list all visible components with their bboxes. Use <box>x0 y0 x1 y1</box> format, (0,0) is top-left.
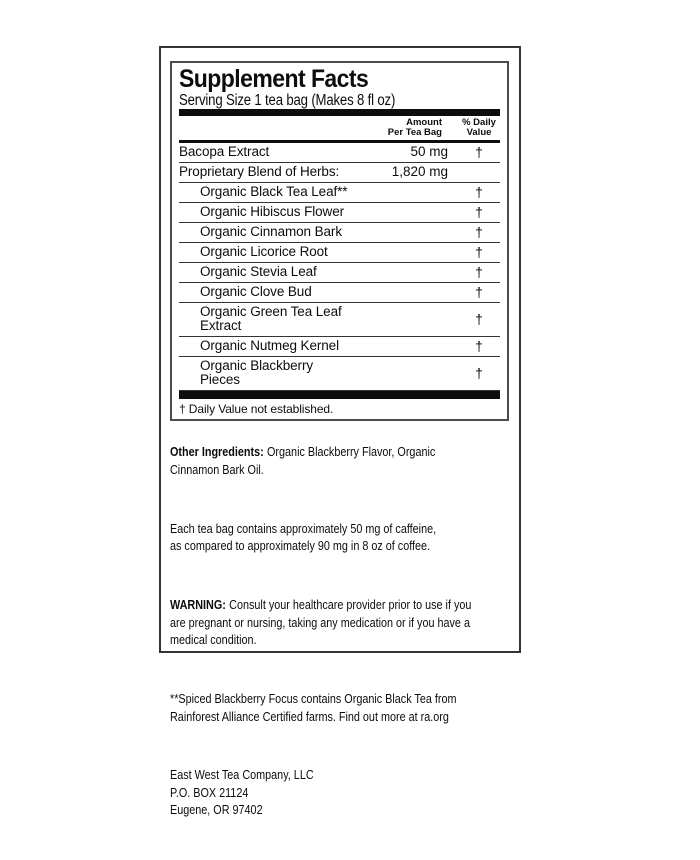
other-ingredients: Other Ingredients: Organic Blackberry Fla… <box>170 443 453 478</box>
serving-size: Serving Size 1 tea bag (Makes 8 fl oz) <box>179 92 396 109</box>
table-row: Bacopa Extract 50 mg † <box>179 143 500 163</box>
ingredient-name: Organic Blackberry Pieces <box>200 358 313 387</box>
warning-text: Consult your healthcare provider prior t… <box>170 596 472 648</box>
table-row: Organic Clove Bud † <box>179 283 500 303</box>
ingredient-name: Organic Stevia Leaf <box>200 264 317 279</box>
ingredient-daily-value: † <box>475 365 483 381</box>
source-note: **Spiced Blackberry Focus contains Organ… <box>170 690 457 724</box>
caffeine-note: Each tea bag contains approximately 50 m… <box>170 520 437 554</box>
ingredient-name: Organic Clove Bud <box>200 284 312 299</box>
table-row: Organic Blackberry Pieces † <box>179 357 500 391</box>
ingredient-name: Organic Green Tea Leaf Extract <box>200 304 342 333</box>
table-row: Organic Stevia Leaf † <box>179 263 500 283</box>
other-ingredients-text: Organic Blackberry Flavor, Organic Cinna… <box>170 444 436 477</box>
supplement-facts-panel: Supplement Facts Serving Size 1 tea bag … <box>170 61 509 421</box>
ingredient-daily-value: † <box>475 224 483 240</box>
warning-label: WARNING: <box>170 596 226 612</box>
table-row: Organic Cinnamon Bark † <box>179 223 500 243</box>
divider-bar-bottom <box>179 391 500 399</box>
warning: WARNING: Consult your healthcare provider… <box>170 596 471 649</box>
table-row: Organic Licorice Root † <box>179 243 500 263</box>
col-header-daily-value: % Daily Value <box>462 117 496 138</box>
panel-title: Supplement Facts <box>179 65 369 93</box>
company-address: East West Tea Company, LLC P.O. BOX 2112… <box>170 767 314 818</box>
ingredient-name: Proprietary Blend of Herbs: <box>179 164 340 179</box>
table-row: Organic Nutmeg Kernel † <box>179 337 500 357</box>
divider-bar-top <box>179 109 500 116</box>
other-ingredients-label: Other Ingredients: <box>170 444 264 460</box>
ingredient-name: Organic Licorice Root <box>200 244 328 259</box>
ingredient-amount: 1,820 mg <box>391 164 448 179</box>
table-row: Organic Green Tea Leaf Extract † <box>179 303 500 337</box>
daily-value-footnote: † Daily Value not established. <box>179 402 334 416</box>
table-row: Organic Hibiscus Flower † <box>179 203 500 223</box>
ingredient-name: Bacopa Extract <box>179 144 270 159</box>
ingredient-name: Organic Cinnamon Bark <box>200 224 342 239</box>
label-card: Supplement Facts Serving Size 1 tea bag … <box>159 46 521 817</box>
ingredient-name: Organic Hibiscus Flower <box>200 204 344 219</box>
table-row: Organic Black Tea Leaf** † <box>179 183 500 203</box>
ingredient-daily-value: † <box>475 284 483 300</box>
ingredient-daily-value: † <box>475 311 483 327</box>
ingredient-daily-value: † <box>475 264 483 280</box>
ingredient-name: Organic Nutmeg Kernel <box>200 338 339 353</box>
ingredient-daily-value: † <box>475 184 483 200</box>
facts-rows: Bacopa Extract 50 mg † Proprietary Blend… <box>179 143 500 391</box>
table-row: Proprietary Blend of Herbs: 1,820 mg <box>179 163 500 183</box>
ingredient-name: Organic Black Tea Leaf** <box>200 184 348 199</box>
ingredient-daily-value: † <box>475 144 483 160</box>
col-header-amount: Amount Per Tea Bag <box>387 117 442 138</box>
ingredient-daily-value: † <box>475 338 483 354</box>
table-header: Amount Per Tea Bag % Daily Value <box>179 116 500 143</box>
ingredient-daily-value: † <box>475 244 483 260</box>
ingredient-daily-value: † <box>475 204 483 220</box>
label-body-text: Other Ingredients: Organic Blackberry Fla… <box>170 408 471 860</box>
ingredient-amount: 50 mg <box>410 144 448 159</box>
